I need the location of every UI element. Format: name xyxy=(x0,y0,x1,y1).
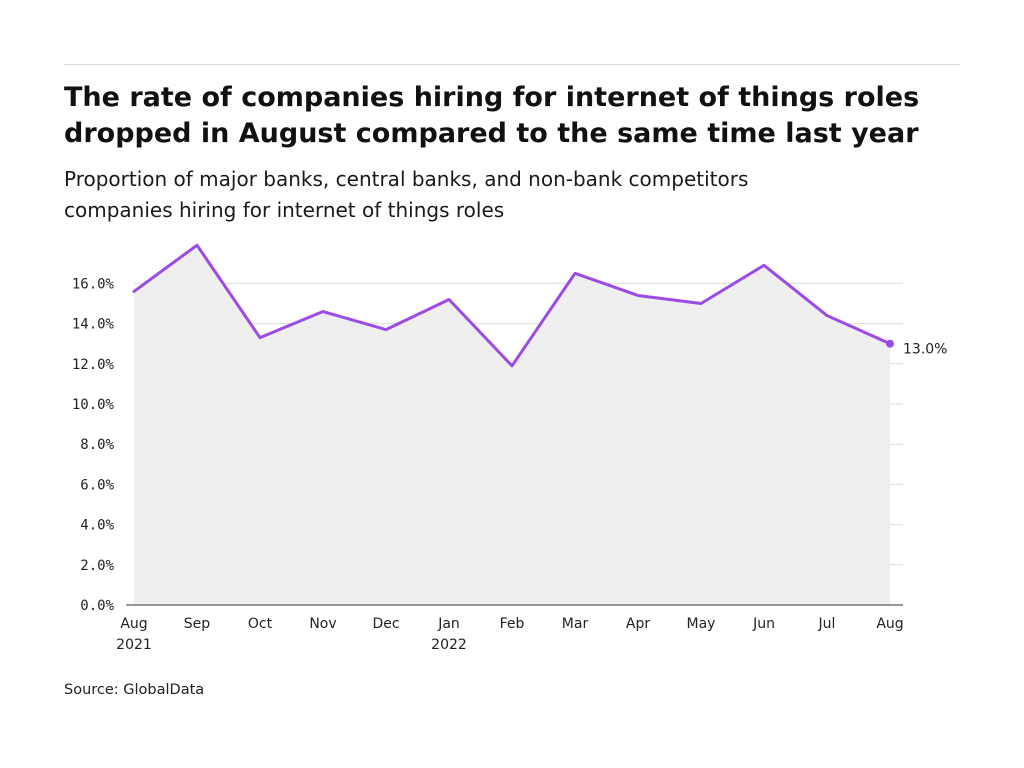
x-tick-label: Jan xyxy=(437,616,460,632)
x-tick-label: Feb xyxy=(500,616,525,632)
source-note: Source: GlobalData xyxy=(64,682,205,698)
chart-title-line-2: dropped in August compared to the same t… xyxy=(64,118,919,149)
y-tick-label: 16.0% xyxy=(72,276,115,292)
chart-title: The rate of companies hiring for interne… xyxy=(64,80,964,152)
x-tick-label: 2022 xyxy=(431,637,467,653)
chart-subtitle-line-2: companies hiring for internet of things … xyxy=(64,198,505,222)
y-tick-label: 8.0% xyxy=(80,437,114,453)
x-tick-label: Apr xyxy=(626,616,650,632)
x-tick-label: Dec xyxy=(372,616,399,632)
x-tick-label: 2021 xyxy=(116,637,152,653)
x-tick-label: Nov xyxy=(309,616,336,632)
y-tick-label: 10.0% xyxy=(72,397,115,413)
y-axis-ticks: 0.0% 2.0% 4.0% 6.0% 8.0% 10.0% 12.0% 14.0% 16.0% xyxy=(72,276,115,614)
x-tick-label: Aug xyxy=(876,616,903,632)
end-point-marker xyxy=(886,339,894,348)
x-tick-label: Jul xyxy=(818,616,836,632)
x-tick-label: May xyxy=(687,616,716,632)
top-divider xyxy=(64,64,960,65)
x-tick-label: Jun xyxy=(752,616,775,632)
series-line xyxy=(132,243,892,368)
area-fill xyxy=(134,245,890,605)
y-tick-label: 2.0% xyxy=(80,558,114,574)
x-tick-label: Aug xyxy=(120,616,147,632)
x-tick-label: Sep xyxy=(184,616,211,632)
end-value-label: 13.0% xyxy=(903,342,947,358)
x-tick-label: Oct xyxy=(248,616,273,632)
y-tick-label: 12.0% xyxy=(72,357,115,373)
line-layer: 13.0% xyxy=(132,243,947,368)
y-tick-label: 14.0% xyxy=(72,317,115,333)
x-axis-ticks: Aug 2021 Sep Oct Nov Dec Jan 2022 Feb Mar Apr May Ju… xyxy=(116,616,903,653)
chart-subtitle-line-1: Proportion of major banks, central banks… xyxy=(64,167,749,191)
area-layer xyxy=(134,245,890,605)
y-tick-label: 4.0% xyxy=(80,518,114,534)
y-tick-label: 0.0% xyxy=(80,598,114,614)
chart-subtitle: Proportion of major banks, central banks… xyxy=(64,164,964,226)
chart-title-line-1: The rate of companies hiring for interne… xyxy=(64,82,920,113)
y-tick-label: 6.0% xyxy=(80,477,114,493)
x-tick-label: Mar xyxy=(562,616,589,632)
